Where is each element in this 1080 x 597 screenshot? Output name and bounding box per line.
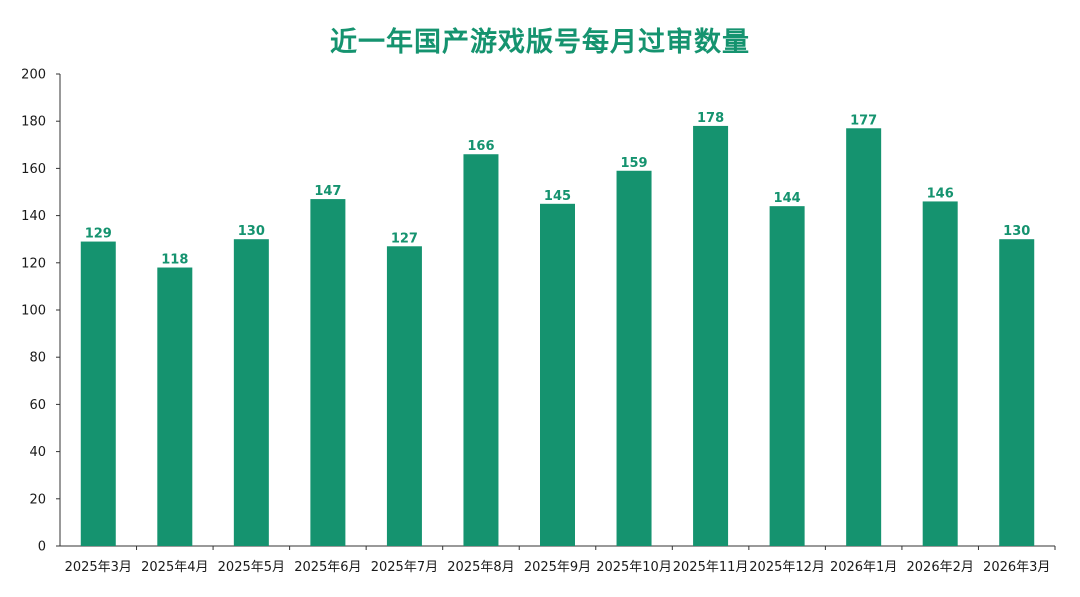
data-label: 144: [774, 191, 801, 206]
chart-title: 近一年国产游戏版号每月过审数量: [330, 27, 750, 58]
data-label: 178: [697, 111, 724, 126]
data-label: 166: [467, 139, 494, 154]
data-label: 177: [850, 113, 877, 128]
data-label: 159: [620, 156, 647, 171]
x-tick-label: 2025年7月: [371, 560, 438, 575]
y-tick-label: 160: [21, 162, 46, 177]
bar: [846, 128, 882, 546]
data-label: 130: [1003, 224, 1030, 239]
y-tick-label: 20: [29, 492, 46, 507]
y-axis: 0 20 40 60 80 100 120 140 160 180 200: [21, 68, 61, 555]
bar: [386, 246, 422, 546]
data-label: 147: [314, 184, 341, 199]
bar: [693, 125, 729, 547]
y-tick-label: 200: [21, 68, 46, 83]
data-label: 127: [391, 231, 418, 246]
x-axis: 2025年3月 2025年4月 2025年5月 2025年6月 2025年7月 2025年…: [60, 545, 1056, 575]
x-tick-label: 2025年11月: [673, 560, 749, 575]
data-label: 118: [161, 253, 188, 268]
y-tick-label: 40: [29, 445, 46, 460]
bar: [999, 239, 1035, 546]
y-tick-label: 140: [21, 209, 46, 224]
x-tick-label: 2025年3月: [65, 560, 132, 575]
x-tick-label: 2025年4月: [141, 560, 208, 575]
x-tick-label: 2026年2月: [907, 560, 974, 575]
bar: [310, 199, 346, 546]
bar: [233, 239, 269, 546]
y-tick-label: 180: [21, 115, 46, 130]
x-tick-label: 2025年10月: [596, 560, 672, 575]
y-tick-label: 80: [29, 351, 46, 366]
x-tick-label: 2026年3月: [983, 560, 1050, 575]
bar: [922, 201, 958, 546]
x-tick-label: 2025年9月: [524, 560, 591, 575]
y-tick-label: 120: [21, 256, 46, 271]
bar: [616, 170, 652, 546]
y-tick-label: 100: [21, 304, 46, 319]
data-labels: 129 118 130 147 127 166 145 159 178 144 177 146 130: [85, 111, 1031, 268]
data-label: 129: [85, 227, 112, 242]
data-label: 146: [927, 186, 954, 201]
x-tick-label: 2025年5月: [218, 560, 285, 575]
bar: [463, 154, 499, 547]
y-tick-label: 0: [38, 540, 46, 555]
bar: [769, 206, 805, 546]
data-label: 130: [238, 224, 265, 239]
x-tick-label: 2025年8月: [447, 560, 514, 575]
x-tick-label: 2026年1月: [830, 560, 897, 575]
bars: [80, 125, 1035, 547]
x-tick-label: 2025年12月: [749, 560, 825, 575]
bar: [540, 203, 575, 547]
bar: [157, 267, 193, 546]
x-tick-label: 2025年6月: [294, 560, 361, 575]
bar: [80, 241, 116, 546]
y-tick-label: 60: [29, 398, 46, 413]
data-label: 145: [544, 189, 571, 204]
